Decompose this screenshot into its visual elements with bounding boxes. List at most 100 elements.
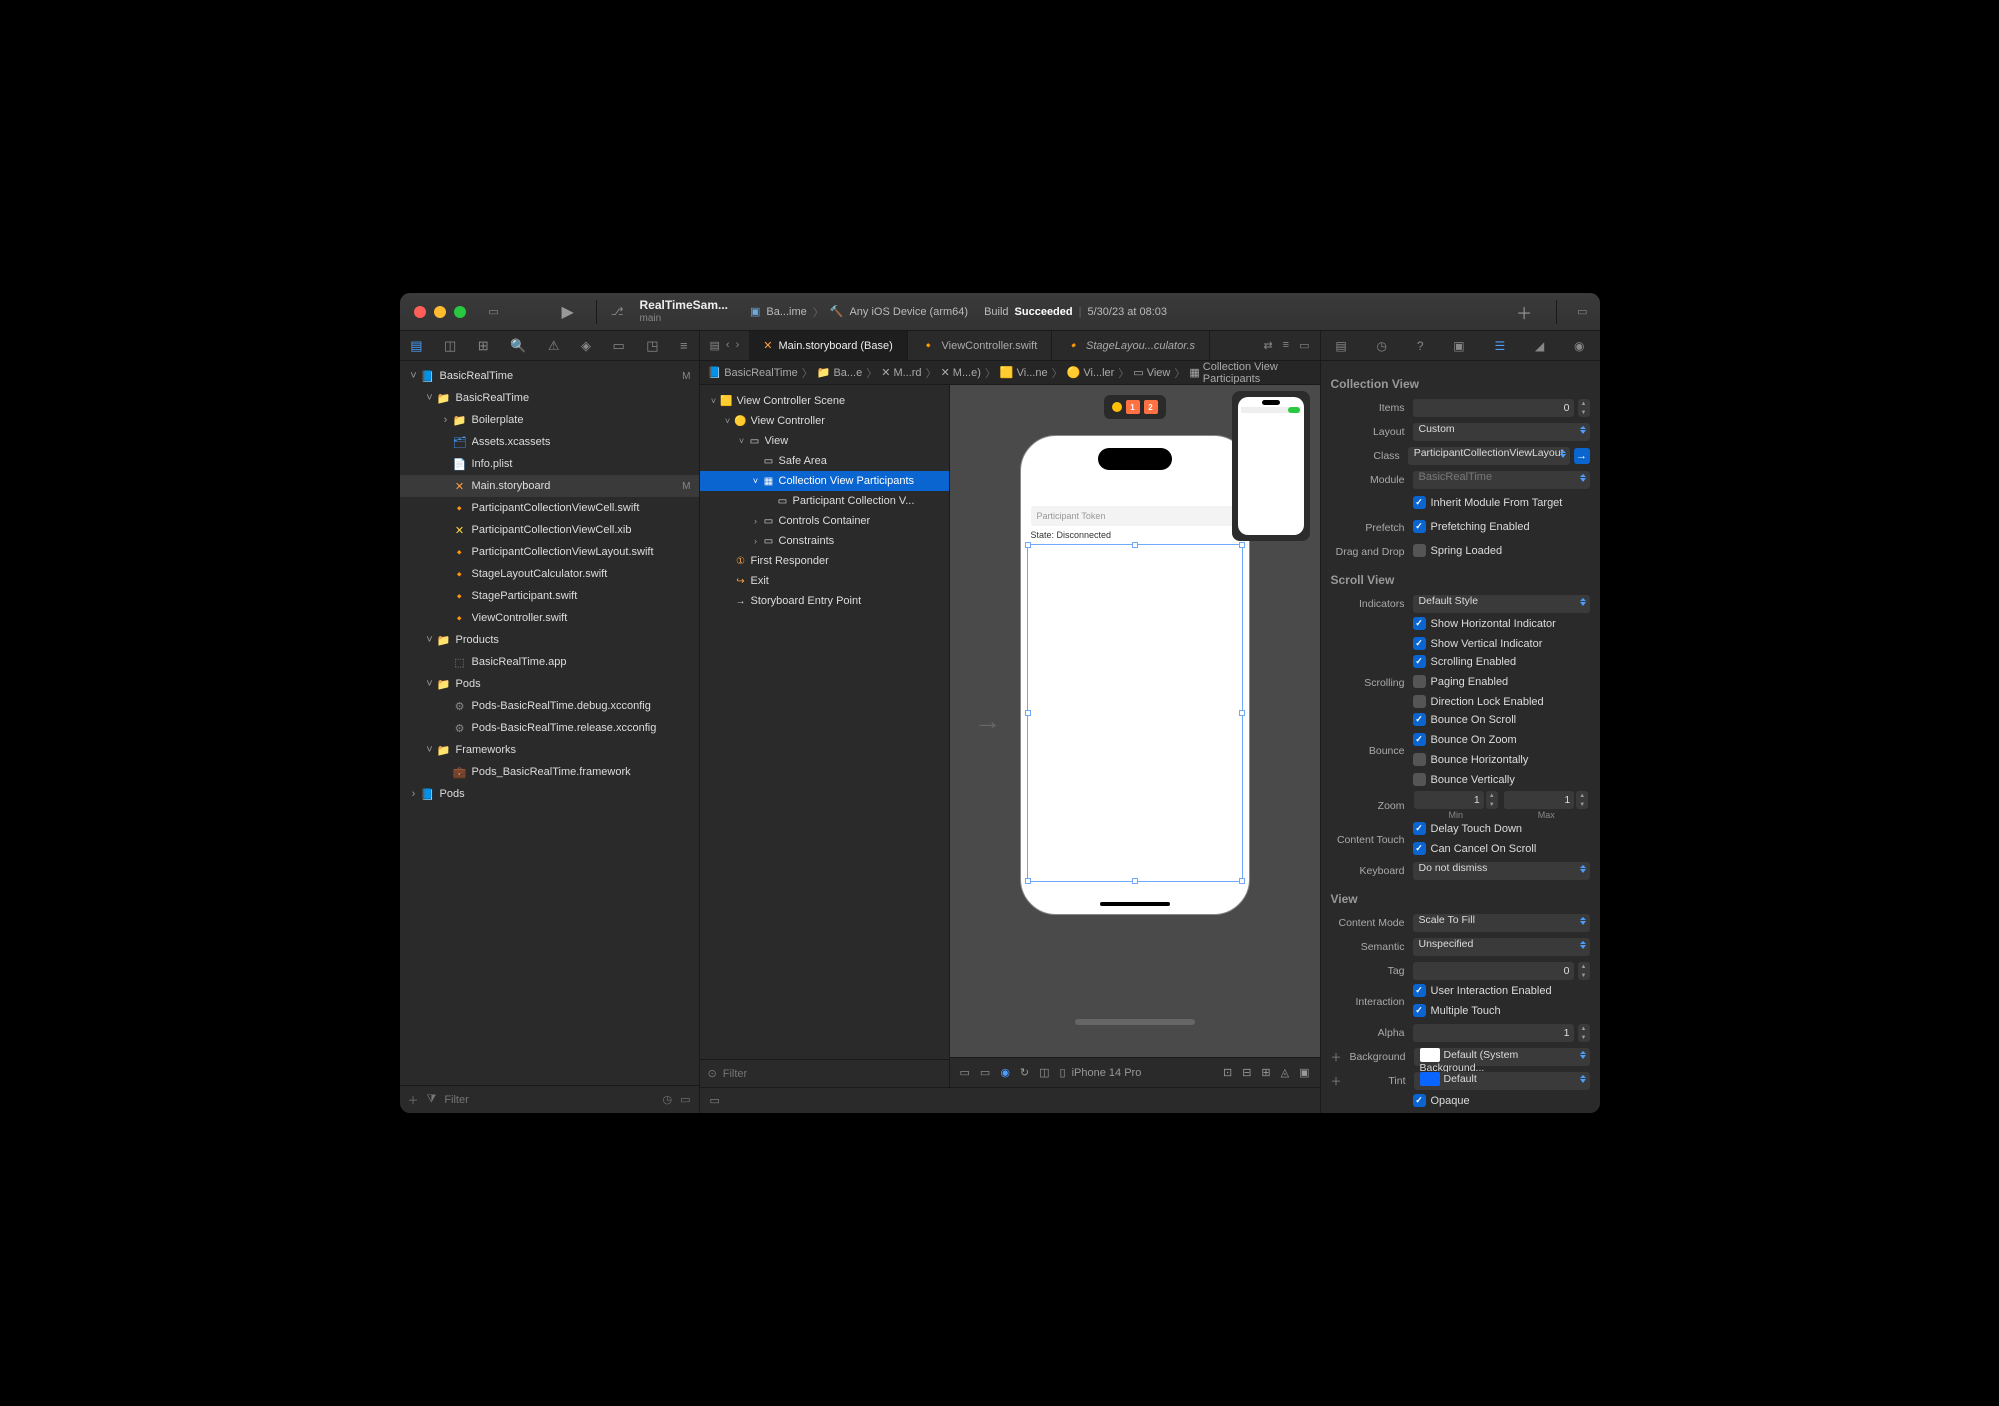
breadcrumb-item[interactable]: ▦Collection View Participants bbox=[1189, 361, 1311, 385]
editor-tab[interactable]: ✕Main.storyboard (Base) bbox=[749, 331, 908, 360]
project-tree-item[interactable]: › 📁 Boilerplate bbox=[400, 409, 699, 431]
popup-button[interactable]: Do not dismiss bbox=[1413, 862, 1590, 880]
swap-icon[interactable]: ⇄ bbox=[1263, 339, 1272, 352]
checkbox[interactable] bbox=[1413, 544, 1426, 557]
outline-item[interactable]: ˅ ▦ Collection View Participants bbox=[700, 471, 949, 491]
back-button[interactable]: ‹ bbox=[726, 339, 730, 352]
breakpoint-navigator-tab[interactable]: ◳ bbox=[646, 338, 658, 354]
checkbox[interactable] bbox=[1413, 675, 1426, 688]
zoom-window[interactable] bbox=[454, 306, 466, 318]
outline-item[interactable]: ① First Responder bbox=[700, 551, 949, 571]
participant-token-field[interactable]: Participant Token bbox=[1031, 506, 1239, 526]
checkbox[interactable] bbox=[1413, 1094, 1426, 1107]
popup-button[interactable]: BasicRealTime bbox=[1413, 471, 1590, 489]
outline-item[interactable]: ↪ Exit bbox=[700, 571, 949, 591]
outline-item[interactable]: → Storyboard Entry Point bbox=[700, 591, 949, 611]
disclosure-icon[interactable]: ˅ bbox=[424, 634, 436, 646]
selection-rectangle[interactable] bbox=[1027, 544, 1243, 882]
report-navigator-tab[interactable]: ≡ bbox=[680, 338, 688, 353]
disclosure-icon[interactable]: ˅ bbox=[408, 370, 420, 382]
project-navigator-tab[interactable]: ▤ bbox=[410, 338, 422, 354]
horizontal-scrollbar[interactable] bbox=[1075, 1019, 1195, 1025]
checkbox-row[interactable]: Inherit Module From Target bbox=[1413, 496, 1563, 509]
goto-icon[interactable]: → bbox=[1574, 448, 1590, 464]
outline-item[interactable]: ˅ ▭ View bbox=[700, 431, 949, 451]
outline-item[interactable]: ▭ Safe Area bbox=[700, 451, 949, 471]
checkbox-row[interactable]: Spring Loaded bbox=[1413, 544, 1503, 557]
project-tree-item[interactable]: 🔸 ParticipantCollectionViewLayout.swift bbox=[400, 541, 699, 563]
clock-icon[interactable]: ◷ bbox=[662, 1093, 672, 1106]
run-destination[interactable]: ▣ Ba...ime 〉 🔨 Any iOS Device (arm64) bbox=[738, 304, 980, 320]
checkbox-row[interactable]: Show Vertical Indicator bbox=[1413, 637, 1543, 650]
stepper[interactable]: ▲▼ bbox=[1578, 962, 1590, 980]
scheme-selector[interactable]: RealTimeSam... main bbox=[630, 298, 739, 324]
scene-badge-2[interactable]: 2 bbox=[1144, 400, 1158, 414]
checkbox-row[interactable]: Bounce On Scroll bbox=[1413, 713, 1517, 726]
alpha-input[interactable] bbox=[1413, 1024, 1574, 1042]
project-tree-item[interactable]: ✕ ParticipantCollectionViewCell.xib bbox=[400, 519, 699, 541]
device-selector[interactable]: ▯ iPhone 14 Pro bbox=[1060, 1066, 1142, 1079]
project-tree-item[interactable]: 🗂 Assets.xcassets bbox=[400, 431, 699, 453]
popup-button[interactable]: Default Style bbox=[1413, 595, 1590, 613]
source-control-navigator-tab[interactable]: ◫ bbox=[444, 338, 456, 354]
checkbox-row[interactable]: Bounce Vertically bbox=[1413, 773, 1515, 786]
align-icon[interactable]: ⊟ bbox=[1242, 1066, 1251, 1079]
outline-item[interactable]: ▭ Participant Collection V... bbox=[700, 491, 949, 511]
navigator-filter-input[interactable] bbox=[444, 1094, 654, 1106]
checkbox-row[interactable]: Direction Lock Enabled bbox=[1413, 695, 1544, 708]
outline-toggle-icon[interactable]: ▭ bbox=[960, 1066, 970, 1079]
add-background-button[interactable]: ＋ bbox=[1331, 1049, 1342, 1065]
project-tree-item[interactable]: 🔸 ViewController.swift bbox=[400, 607, 699, 629]
checkbox-row[interactable]: Delay Touch Down bbox=[1413, 822, 1523, 835]
outline-filter-input[interactable] bbox=[723, 1068, 941, 1080]
scm-filter-icon[interactable]: ▭ bbox=[680, 1093, 690, 1106]
breadcrumb-item[interactable]: 📁Ba...e bbox=[817, 366, 862, 379]
checkbox[interactable] bbox=[1413, 713, 1426, 726]
checkbox-row[interactable]: Show Horizontal Indicator bbox=[1413, 617, 1556, 630]
disclosure-icon[interactable]: ˅ bbox=[722, 416, 734, 426]
checkbox[interactable] bbox=[1413, 733, 1426, 746]
issue-navigator-tab[interactable]: ⚠ bbox=[548, 338, 560, 354]
disclosure-icon[interactable]: › bbox=[750, 516, 762, 526]
tint-popup[interactable]: Default bbox=[1414, 1072, 1590, 1090]
editor-options-icon[interactable]: ≡ bbox=[1283, 339, 1289, 352]
project-tree-item[interactable]: ˅ 📁 Pods bbox=[400, 673, 699, 695]
scene-badge-1[interactable]: 1 bbox=[1126, 400, 1140, 414]
breadcrumb-item[interactable]: 📘BasicRealTime bbox=[708, 366, 798, 379]
project-tree-item[interactable]: ˅ 📁 BasicRealTime bbox=[400, 387, 699, 409]
debug-toggle-icon[interactable]: ▭ bbox=[710, 1094, 720, 1107]
disclosure-icon[interactable]: ˅ bbox=[736, 436, 748, 446]
pin-icon[interactable]: ⊞ bbox=[1261, 1066, 1270, 1079]
canvas-view-icon[interactable]: ▭ bbox=[980, 1066, 990, 1079]
checkbox[interactable] bbox=[1413, 773, 1426, 786]
help-inspector-tab[interactable]: ? bbox=[1417, 339, 1424, 353]
project-tree-item[interactable]: 💼 Pods_BasicRealTime.framework bbox=[400, 761, 699, 783]
resolve-icon[interactable]: ◬ bbox=[1281, 1066, 1289, 1079]
symbol-navigator-tab[interactable]: ⊞ bbox=[478, 338, 489, 354]
canvas-orientation-icon[interactable]: ↻ bbox=[1020, 1066, 1029, 1079]
items-input[interactable] bbox=[1413, 399, 1574, 417]
stepper[interactable]: ▲▼ bbox=[1578, 1024, 1590, 1042]
interface-builder-canvas[interactable]: 1 2 → Participant Token State: Disconnec… bbox=[950, 385, 1320, 1057]
connections-inspector-tab[interactable]: ◉ bbox=[1574, 339, 1584, 353]
disclosure-icon[interactable]: ˅ bbox=[424, 392, 436, 404]
debug-navigator-tab[interactable]: ▭ bbox=[612, 338, 624, 354]
breadcrumb-item[interactable]: ▭View bbox=[1133, 366, 1170, 379]
adjust-editor-icon[interactable]: ▭ bbox=[1299, 339, 1309, 352]
outline-item[interactable]: ˅ 🟡 View Controller bbox=[700, 411, 949, 431]
checkbox[interactable] bbox=[1413, 842, 1426, 855]
breadcrumb-item[interactable]: 🟨Vi...ne bbox=[1000, 366, 1048, 379]
popup-button[interactable]: Custom bbox=[1413, 423, 1590, 441]
project-tree-item[interactable]: ✕ Main.storyboard M bbox=[400, 475, 699, 497]
attributes-inspector-tab[interactable]: ☰ bbox=[1494, 339, 1505, 353]
zoom-min-input[interactable] bbox=[1414, 791, 1484, 809]
checkbox-row[interactable]: Opaque bbox=[1413, 1094, 1470, 1107]
history-inspector-tab[interactable]: ◷ bbox=[1377, 339, 1387, 353]
tag-input[interactable] bbox=[1413, 962, 1574, 980]
popup-button[interactable]: ParticipantCollectionViewLayout bbox=[1408, 447, 1570, 465]
checkbox[interactable] bbox=[1413, 1004, 1426, 1017]
checkbox[interactable] bbox=[1413, 822, 1426, 835]
canvas-group-icon[interactable]: ◉ bbox=[1000, 1066, 1010, 1079]
project-tree-item[interactable]: ˅ 📁 Products bbox=[400, 629, 699, 651]
project-tree-item[interactable]: ⚙ Pods-BasicRealTime.release.xcconfig bbox=[400, 717, 699, 739]
